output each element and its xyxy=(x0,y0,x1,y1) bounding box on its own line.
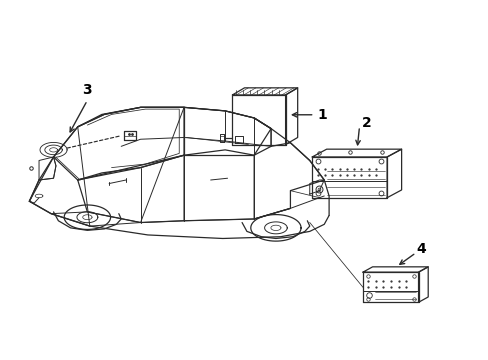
Text: 3: 3 xyxy=(82,83,92,97)
Text: 1: 1 xyxy=(316,108,326,122)
Text: 4: 4 xyxy=(415,242,425,256)
Text: 2: 2 xyxy=(361,116,371,130)
